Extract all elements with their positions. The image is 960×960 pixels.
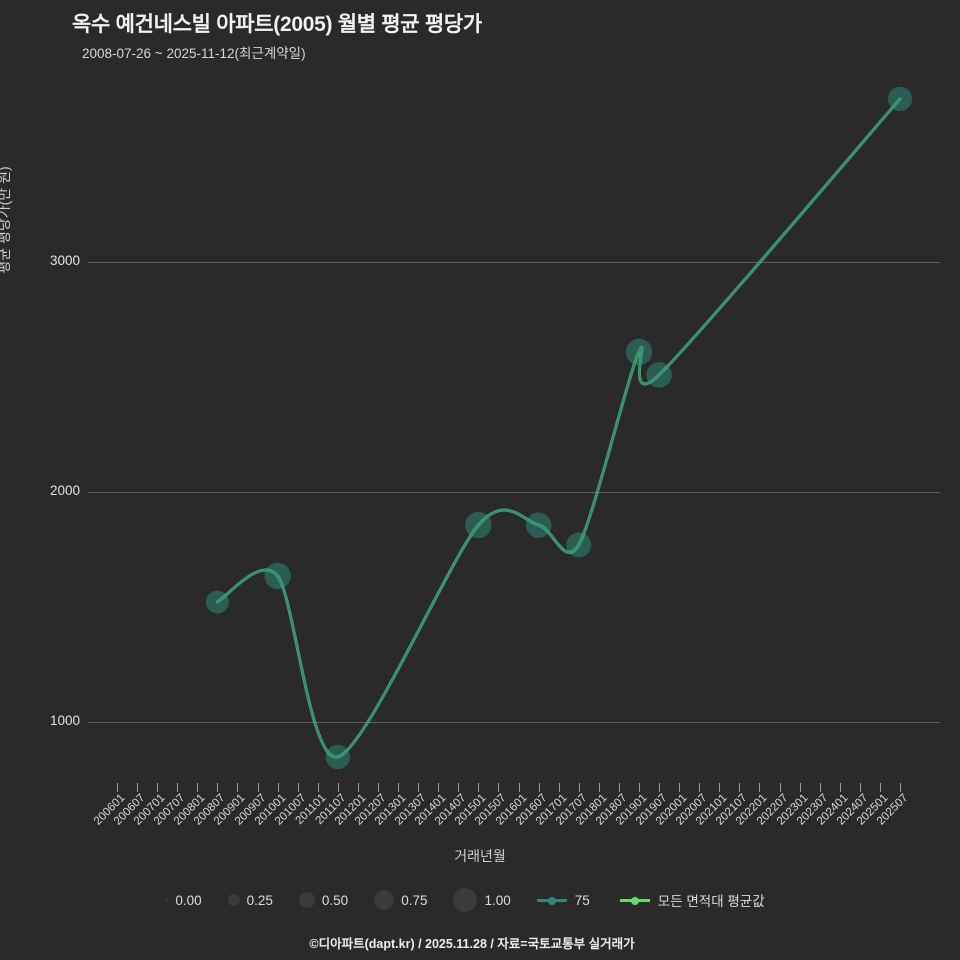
y-axis-tick-label: 2000 [49,483,80,498]
series-line [215,97,902,759]
x-axis-tick [277,783,279,792]
gridline [88,722,940,723]
x-axis-tick [538,783,540,792]
x-axis-tick [458,783,460,792]
x-axis-tick [839,783,841,792]
y-axis-tick-label: 1000 [49,713,80,728]
x-axis-tick [618,783,620,792]
legend-series-label: 75 [574,892,590,908]
x-axis-tick [799,783,801,792]
x-axis-tick [859,783,861,792]
legend-bubble-icon [374,890,395,910]
x-axis-tick [578,783,580,792]
legend-size-item: 1.00 [453,888,511,912]
legend-size-item: 0.50 [298,892,349,908]
legend-size-label: 0.25 [246,892,273,908]
data-point-marker[interactable] [525,512,552,538]
y-axis-tick-label: 3000 [49,253,80,268]
x-axis-tick [378,783,379,792]
legend-size-label: 0.50 [321,892,349,908]
legend-size-item: 0.75 [374,890,427,910]
data-point-marker[interactable] [625,338,653,366]
x-axis-tick [177,783,179,792]
x-axis-title: 거래년월 [454,848,506,864]
x-axis-tick [759,783,761,792]
gridline [88,262,940,263]
legend-line-icon [619,894,650,906]
x-axis-tick [558,783,560,792]
x-axis-tick [157,783,159,792]
x-axis-tick [357,783,359,792]
x-axis-tick [438,783,440,792]
x-axis-tick [518,783,520,792]
legend-series-item[interactable]: 75 [536,892,590,908]
legend-size-item: 0.00 [165,892,202,908]
footer-credit: ©디아파트(dapt.kr) / 2025.11.28 / 자료=국토교통부 실… [309,937,635,951]
x-axis-tick [699,783,701,792]
x-axis-tick [679,783,681,792]
gridline [88,492,940,493]
legend-series-item[interactable]: 모든 면적대 평균값 [619,890,765,910]
x-axis-tick [659,783,661,792]
x-axis-tick [197,783,199,792]
chart-title: 옥수 예건네스빌 아파트(2005) 월별 평균 평당가 [72,13,482,36]
legend-series-label: 모든 면적대 평균값 [657,894,765,909]
legend-line-icon [536,894,567,906]
y-axis-title: 평균 평당가(만 원) [0,166,12,274]
chart-legend: 0.00 0.25 0.50 0.75 1.00 75 모든 면적대 평균값 [0,888,960,912]
x-axis-tick [900,783,901,792]
x-axis-tick [398,783,400,792]
x-axis-tick [337,783,339,792]
x-axis-tick [498,783,500,792]
x-axis-tick [879,783,881,792]
x-axis-tick [719,783,721,792]
x-axis-tick [237,783,239,792]
x-axis-tick [639,783,640,792]
x-axis-tick [257,783,259,792]
x-axis-tick [117,783,118,792]
legend-bubble-icon [227,894,240,906]
data-point-marker[interactable] [264,562,291,590]
legend-bubble-icon [165,898,169,902]
data-point-marker[interactable] [205,590,229,614]
legend-bubble-icon [453,888,478,912]
x-axis-tick [819,783,821,792]
series-line [216,97,902,759]
data-point-marker[interactable] [566,532,592,558]
legend-size-label: 0.75 [401,892,428,908]
x-axis-tick [317,783,319,792]
legend-size-label: 0.00 [175,892,202,908]
data-point-marker[interactable] [887,86,913,112]
x-axis-tick [217,783,219,792]
x-axis-tick [418,783,420,792]
x-axis-tick [739,783,741,792]
x-axis-tick [297,783,299,792]
data-point-marker[interactable] [646,362,672,388]
data-point-marker[interactable] [465,511,492,539]
x-axis-tick [137,783,139,792]
legend-bubble-icon [298,892,315,908]
x-axis-tick [598,783,600,792]
legend-size-label: 1.00 [484,892,511,908]
x-axis-tick [478,783,480,792]
data-point-marker[interactable] [325,744,351,770]
chart-subtitle: 2008-07-26 ~ 2025-11-12(최근계약일) [82,46,306,61]
x-axis-tick [779,783,781,792]
legend-size-item: 0.25 [227,892,273,908]
